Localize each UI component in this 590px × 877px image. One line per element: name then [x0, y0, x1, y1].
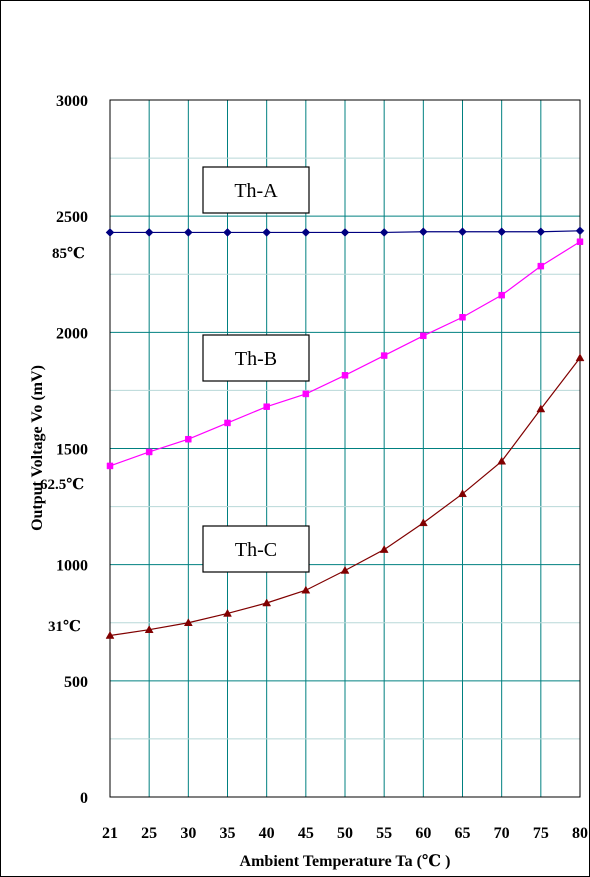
series-markers [105, 226, 585, 639]
x-tick-label: 35 [220, 825, 236, 842]
data-point-th-a [575, 226, 585, 236]
x-tick-label: 65 [455, 825, 471, 842]
series-label-th-b-text: Th-B [235, 348, 277, 370]
x-tick-labels: 21 25 30 35 40 45 50 55 60 65 70 75 80 [102, 825, 588, 842]
data-point-th-c [536, 404, 546, 413]
data-point-th-a [105, 228, 115, 237]
x-tick-label: 30 [180, 825, 196, 842]
data-point-th-c [379, 545, 389, 553]
x-tick-label: 25 [141, 825, 157, 842]
series-label-th-c: Th-C [202, 525, 310, 573]
data-point-th-c [144, 625, 154, 633]
data-point-th-c [458, 489, 467, 498]
data-point-th-b [537, 262, 545, 270]
data-point-th-c [497, 456, 507, 465]
y-axis-title: Output Voltage Vo (mV) [29, 365, 46, 531]
data-point-th-a [144, 228, 154, 237]
y-tick-label: 0 [80, 790, 88, 807]
x-tick-label: 50 [337, 825, 353, 842]
data-point-th-c [183, 618, 193, 626]
series-label-th-c-text: Th-C [235, 539, 277, 561]
data-point-th-a [536, 227, 546, 237]
data-point-th-b [185, 435, 192, 443]
data-point-th-b [106, 462, 114, 470]
data-point-th-a [301, 228, 311, 237]
data-point-th-c [105, 631, 115, 639]
data-point-th-c [575, 353, 585, 362]
data-point-th-a [497, 227, 507, 237]
y-tick-label: 500 [64, 674, 88, 691]
data-point-th-b [263, 403, 270, 410]
series-label-th-b: Th-B [202, 334, 310, 382]
x-tick-label: 45 [298, 825, 314, 842]
x-axis-title: Ambient Temperature Ta (℃ ) [240, 853, 451, 870]
x-tick-label: 55 [376, 825, 392, 842]
data-point-th-c [340, 565, 350, 574]
data-point-th-a [262, 228, 272, 237]
x-tick-label: 40 [259, 825, 275, 842]
x-tick-label: 60 [415, 825, 431, 842]
data-point-th-b [302, 390, 310, 398]
data-point-th-b [459, 313, 466, 321]
data-point-th-b [341, 372, 349, 379]
data-point-th-b [420, 332, 427, 340]
data-point-th-c [223, 608, 232, 617]
x-tick-label: 70 [494, 825, 510, 842]
data-point-th-a [379, 228, 389, 237]
data-point-th-b [145, 448, 153, 456]
annotation-62-5c: 62.5℃ [40, 477, 84, 493]
data-point-th-a [418, 227, 428, 237]
x-tick-label: 75 [533, 825, 549, 842]
data-point-th-b [380, 352, 388, 359]
series-label-th-a-text: Th-A [234, 180, 278, 202]
annotation-31c: 31℃ [48, 619, 81, 635]
data-point-th-b [576, 238, 584, 245]
y-tick-label: 1000 [56, 558, 88, 575]
series-label-th-a: Th-A [202, 166, 310, 214]
y-tick-label: 2500 [56, 209, 88, 226]
data-point-th-a [340, 228, 350, 237]
y-tick-label: 1500 [56, 442, 88, 459]
annotation-85c: 85℃ [52, 246, 85, 262]
x-tick-label: 80 [572, 825, 588, 842]
data-point-th-c [262, 598, 272, 607]
data-point-th-c [418, 518, 428, 527]
x-tick-label: 21 [102, 825, 118, 842]
y-tick-labels: 0 500 1000 1500 2000 2500 3000 [56, 93, 88, 807]
data-point-th-a [183, 228, 193, 237]
data-point-th-a [223, 228, 232, 237]
y-tick-label: 2000 [56, 325, 88, 342]
data-point-th-c [301, 585, 311, 594]
data-point-th-b [498, 291, 505, 299]
data-point-th-a [458, 227, 467, 237]
plot-area [109, 99, 581, 798]
data-point-th-b [224, 419, 231, 427]
grid [110, 100, 580, 797]
y-tick-label: 3000 [56, 93, 88, 110]
